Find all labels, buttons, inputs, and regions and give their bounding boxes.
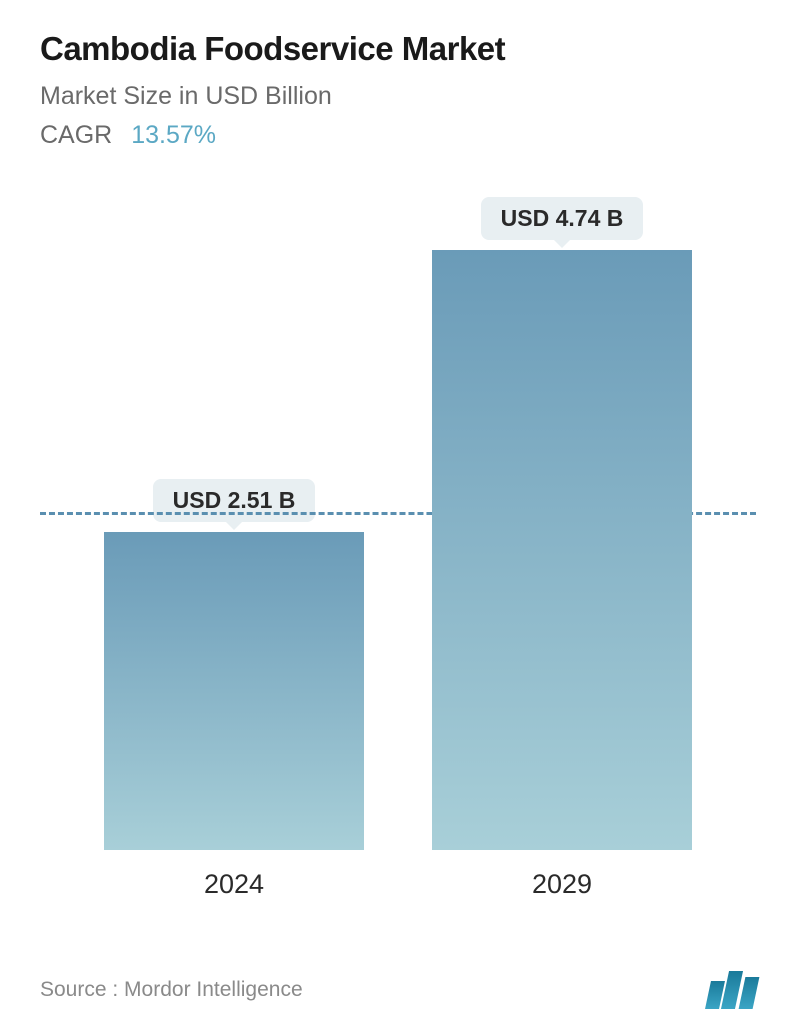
mordor-logo	[708, 971, 756, 1009]
x-label-2029: 2029	[432, 869, 692, 900]
x-label-2024: 2024	[104, 869, 364, 900]
bar-2029	[432, 250, 692, 850]
chart-title: Cambodia Foodservice Market	[40, 30, 756, 68]
bar-2024	[104, 532, 364, 850]
bar-label-2029: USD 4.74 B	[481, 197, 644, 240]
x-axis-labels: 2024 2029	[40, 869, 756, 900]
chart-area: USD 2.51 B USD 4.74 B 2024 2029	[40, 180, 756, 900]
cagr-value: 13.57%	[131, 121, 216, 149]
cagr-row: CAGR 13.57%	[40, 121, 756, 150]
bar-label-2024: USD 2.51 B	[153, 479, 316, 522]
logo-bar-icon	[739, 977, 760, 1009]
bar-group-2024: USD 2.51 B	[104, 479, 364, 850]
bars-container: USD 2.51 B USD 4.74 B	[40, 200, 756, 850]
source-text: Source : Mordor Intelligence	[40, 978, 303, 1002]
chart-subtitle: Market Size in USD Billion	[40, 82, 756, 111]
bar-group-2029: USD 4.74 B	[432, 197, 692, 850]
footer: Source : Mordor Intelligence	[40, 971, 756, 1009]
cagr-label: CAGR	[40, 121, 112, 149]
